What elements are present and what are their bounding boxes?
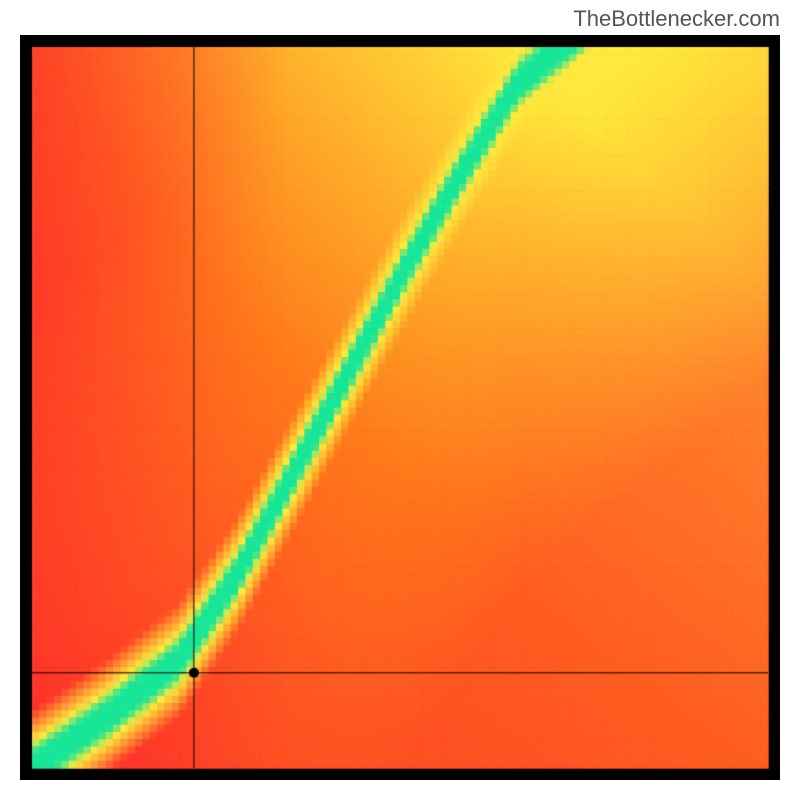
figure-container: TheBottlenecker.com [0,0,800,800]
crosshair-overlay [20,35,780,780]
watermark-text: TheBottlenecker.com [573,6,780,32]
